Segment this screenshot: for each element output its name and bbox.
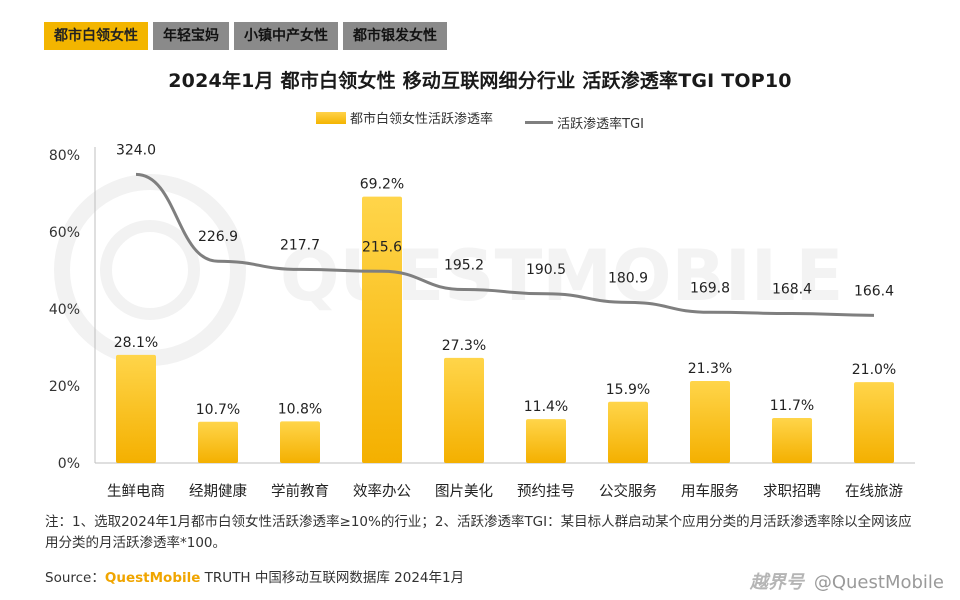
bar: [362, 196, 402, 463]
source-suffix: TRUTH 中国移动互联网数据库 2024年1月: [200, 570, 465, 586]
legend-item-bar: 都市白领女性活跃渗透率: [315, 108, 493, 127]
bar-series: [116, 196, 894, 463]
y-tick-label: 40%: [49, 302, 80, 318]
tgi-line: [135, 172, 875, 317]
x-tick-label: 学前教育: [271, 483, 329, 500]
tab-urban-white-collar-women[interactable]: 都市白领女性: [44, 22, 148, 50]
legend-swatch-bar: [315, 111, 346, 124]
tab-urban-silver-women[interactable]: 都市银发女性: [343, 22, 447, 50]
bar: [854, 382, 894, 463]
line-value-label: 168.4: [772, 282, 812, 298]
watermark-handle: @QuestMobile: [813, 572, 944, 593]
segment-tabs: 都市白领女性 年轻宝妈 小镇中产女性 都市银发女性: [44, 22, 447, 50]
watermark-ring-inner: [100, 220, 200, 320]
x-tick-label: 经期健康: [189, 483, 247, 500]
x-tick-label: 预约挂号: [517, 483, 575, 500]
source-brand: QuestMobile: [104, 570, 201, 586]
bar: [116, 354, 156, 463]
chart-title: 2024年1月 都市白领女性 移动互联网细分行业 活跃渗透率TGI TOP10: [168, 70, 792, 92]
bar-value-label: 28.1%: [114, 335, 158, 351]
chart-legend: 都市白领女性活跃渗透率 活跃渗透率TGI: [0, 108, 960, 132]
y-tick-label: 0%: [58, 456, 80, 472]
combo-chart: QUESTMOBILE 0%20%40%60%80%生鲜电商 经期健康 学前教育 效率…: [49, 142, 915, 500]
bar-value-label: 27.3%: [442, 338, 486, 354]
y-tick-label: 80%: [49, 148, 80, 164]
data-labels: 28.1% 10.7% 10.8% 69.2% 27.3% 11.4% 15.9% 21.3%…: [114, 142, 896, 417]
x-tick-label: 用车服务: [681, 483, 739, 500]
x-tick-label: 在线旅游: [845, 483, 903, 500]
line-value-label: 324.0: [116, 142, 156, 158]
bar-value-label: 10.7%: [196, 402, 240, 418]
bar: [444, 357, 484, 463]
source-prefix: Source：: [45, 570, 105, 586]
bar: [198, 421, 238, 463]
x-tick-label: 求职招聘: [763, 483, 821, 500]
source-line: Source：QuestMobile TRUTH 中国移动互联网数据库 2024…: [45, 566, 464, 586]
bar-value-label: 21.3%: [688, 361, 732, 377]
legend-label-bar: 都市白领女性活跃渗透率: [349, 112, 493, 127]
tab-young-mothers[interactable]: 年轻宝妈: [153, 22, 229, 50]
bar: [772, 417, 812, 463]
bar-value-label: 10.8%: [278, 401, 322, 417]
watermark: 越界号 @QuestMobile: [750, 568, 944, 594]
line-series: [135, 172, 875, 317]
line-value-label: 217.7: [280, 237, 320, 253]
bar-value-label: 21.0%: [852, 362, 896, 378]
tab-small-town-middle-class-women[interactable]: 小镇中产女性: [234, 22, 338, 50]
x-tick-label: 图片美化: [435, 483, 493, 500]
legend-label-line: 活跃渗透率TGI: [557, 116, 644, 132]
bar-value-label: 11.4%: [524, 399, 568, 415]
line-value-label: 169.8: [690, 280, 730, 296]
bar-value-label: 11.7%: [770, 398, 814, 414]
line-value-label: 180.9: [608, 270, 648, 286]
watermark-ring: [54, 174, 246, 366]
line-value-label: 190.5: [526, 262, 566, 278]
bar: [526, 419, 566, 463]
bar-value-label: 69.2%: [360, 177, 404, 193]
legend-item-line: 活跃渗透率TGI: [525, 113, 644, 132]
x-tick-label: 效率办公: [353, 483, 411, 500]
footnote: 注：1、选取2024年1月都市白领女性活跃渗透率≥10%的行业；2、活跃渗透率T…: [45, 514, 912, 551]
watermark-logo: 越界号: [749, 572, 804, 593]
bar: [608, 401, 648, 463]
bar: [690, 380, 730, 463]
y-tick-label: 20%: [49, 379, 80, 395]
y-tick-label: 60%: [49, 225, 80, 241]
x-tick-label: 生鲜电商: [107, 483, 165, 500]
line-value-label: 226.9: [198, 229, 238, 245]
line-value-label: 195.2: [444, 258, 484, 274]
bar: [280, 421, 320, 463]
legend-swatch-line: [525, 120, 554, 124]
line-value-label: 215.6: [362, 239, 402, 255]
bar-value-label: 15.9%: [606, 382, 650, 398]
line-value-label: 166.4: [854, 283, 894, 299]
x-tick-label: 公交服务: [599, 482, 657, 500]
